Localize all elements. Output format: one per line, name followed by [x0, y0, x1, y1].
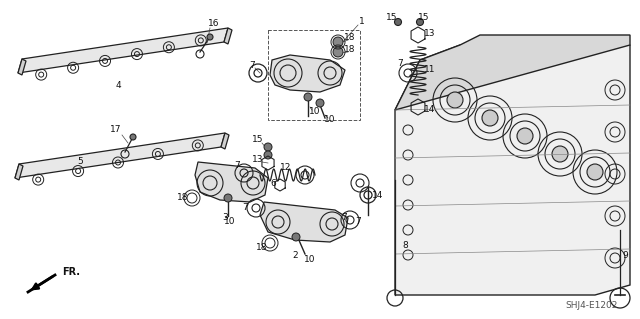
Text: FR.: FR.	[62, 267, 80, 277]
Polygon shape	[18, 59, 26, 75]
Polygon shape	[195, 162, 268, 202]
Text: 7: 7	[242, 203, 248, 211]
Text: 10: 10	[304, 256, 316, 264]
Text: 7: 7	[249, 62, 255, 70]
Circle shape	[130, 134, 136, 140]
Circle shape	[333, 47, 343, 57]
Polygon shape	[260, 202, 348, 242]
Circle shape	[482, 110, 498, 126]
Circle shape	[264, 151, 272, 159]
Circle shape	[333, 37, 343, 47]
Text: 7: 7	[397, 58, 403, 68]
Text: 10: 10	[224, 218, 236, 226]
Text: 14: 14	[424, 106, 436, 115]
Text: 15: 15	[419, 13, 429, 23]
Text: 18: 18	[256, 243, 268, 253]
Circle shape	[316, 99, 324, 107]
Text: SHJ4-E1202: SHJ4-E1202	[565, 300, 618, 309]
Text: 5: 5	[77, 158, 83, 167]
Polygon shape	[270, 55, 345, 92]
Polygon shape	[18, 28, 228, 73]
Circle shape	[292, 233, 300, 241]
Text: 7: 7	[355, 218, 361, 226]
Text: 17: 17	[110, 125, 122, 135]
Text: 18: 18	[344, 33, 356, 42]
Polygon shape	[224, 28, 232, 44]
Text: 9: 9	[622, 251, 628, 261]
Text: 18: 18	[177, 194, 189, 203]
Text: 2: 2	[292, 251, 298, 261]
Text: 13: 13	[252, 155, 264, 165]
Text: 16: 16	[208, 19, 220, 28]
Polygon shape	[221, 133, 229, 149]
Text: 8: 8	[402, 241, 408, 249]
Text: 6: 6	[270, 179, 276, 188]
Text: 15: 15	[252, 136, 264, 145]
Text: 10: 10	[324, 115, 336, 124]
Polygon shape	[15, 164, 23, 180]
Text: 15: 15	[387, 13, 397, 23]
Circle shape	[264, 143, 272, 151]
Text: 3: 3	[222, 213, 228, 222]
Circle shape	[587, 164, 603, 180]
Text: 10: 10	[309, 108, 321, 116]
Text: 13: 13	[424, 28, 436, 38]
Text: 4: 4	[115, 81, 121, 91]
Text: 18: 18	[344, 46, 356, 55]
Circle shape	[517, 128, 533, 144]
Text: 7: 7	[341, 213, 347, 222]
Polygon shape	[395, 35, 630, 110]
Circle shape	[552, 146, 568, 162]
Circle shape	[304, 93, 312, 101]
Circle shape	[207, 34, 213, 40]
Text: 1: 1	[359, 18, 365, 26]
Text: 7: 7	[234, 161, 240, 170]
Text: 14: 14	[372, 191, 384, 201]
Circle shape	[447, 92, 463, 108]
Circle shape	[417, 19, 424, 26]
Text: 12: 12	[280, 162, 292, 172]
Circle shape	[394, 19, 401, 26]
Polygon shape	[395, 45, 630, 295]
Text: 11: 11	[424, 65, 436, 75]
Polygon shape	[15, 133, 225, 178]
Circle shape	[224, 194, 232, 202]
